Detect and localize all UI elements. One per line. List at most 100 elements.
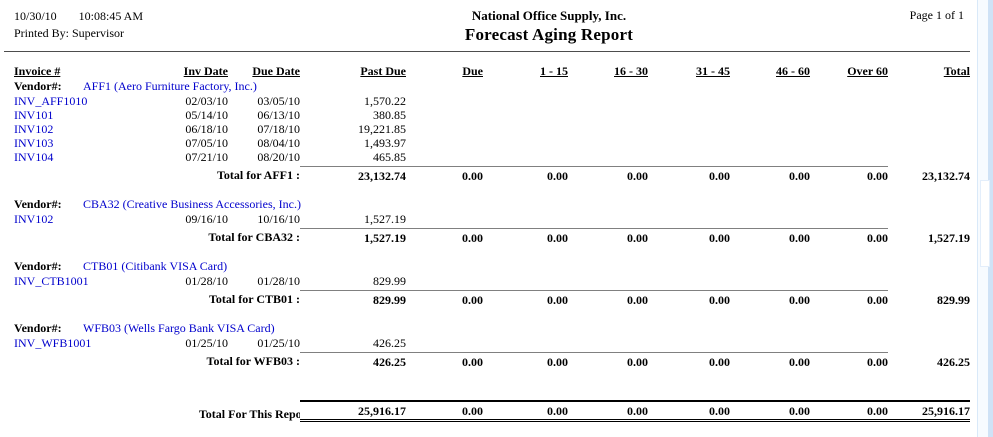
vendor-row: Vendor#: CBA32 (Creative Business Accesso… <box>14 196 970 212</box>
vendor-total-cell: 426.25 <box>888 350 970 369</box>
inv-date-cell: 02/03/10 <box>185 94 228 108</box>
vendor-row: Vendor#: CTB01 (Citibank VISA Card) <box>14 258 970 274</box>
empty-cell <box>568 212 648 226</box>
vendor-heading-cell: Vendor#: WFB03 (Wells Fargo Bank VISA Car… <box>14 320 970 336</box>
empty-cell <box>648 336 730 350</box>
empty-cell <box>730 274 810 288</box>
invoice-link[interactable]: INV103 <box>14 136 54 150</box>
empty-cell <box>730 122 810 136</box>
vendor-total-cell: 0.00 <box>810 288 888 307</box>
invoice-row: INV103 07/05/10 08/04/10 1,493.97 <box>14 136 970 150</box>
vendor-total-cell: 0.00 <box>406 288 483 307</box>
invoice-link[interactable]: INV101 <box>14 108 54 122</box>
vendor-total-value: 23,132.74 <box>300 166 406 183</box>
past-due-cell: 426.25 <box>300 336 406 350</box>
empty-cell <box>648 94 730 108</box>
invoice-link[interactable]: INV102 <box>14 122 54 136</box>
invoice-row: INV104 07/21/10 08/20/10 465.85 <box>14 150 970 164</box>
vendor-total-row: Total for WFB03 :426.25 0.00 0.00 0.00 0.00 0… <box>14 350 970 369</box>
print-date: 10/30/10 <box>14 9 57 23</box>
vendor-heading-cell: Vendor#: CBA32 (Creative Business Accesso… <box>14 196 970 212</box>
empty-cell <box>406 122 483 136</box>
empty-cell <box>888 212 970 226</box>
empty-cell <box>483 108 568 122</box>
vertical-scrollbar[interactable] <box>977 0 993 437</box>
col-header-due: Due <box>462 64 483 78</box>
vendor-total-cell: 0.00 <box>483 288 568 307</box>
vendor-total-value: 0.00 <box>730 166 810 183</box>
report-total-cell: 0.00 <box>730 398 810 422</box>
vendor-link[interactable]: WFB03 (Wells Fargo Bank VISA Card) <box>83 321 275 335</box>
empty-cell <box>810 108 888 122</box>
report-total-value: 0.00 <box>648 400 730 422</box>
vendor-total-value: 0.00 <box>406 352 483 369</box>
invoice-link[interactable]: INV_CTB1001 <box>14 274 89 288</box>
empty-cell <box>888 94 970 108</box>
invoice-link[interactable]: INV_WFB1001 <box>14 336 92 350</box>
vendor-total-cell: 0.00 <box>483 164 568 183</box>
vendor-total-row: Total for CBA32 :1,527.19 0.00 0.00 0.00 0.0… <box>14 226 970 245</box>
vendor-total-cell: 426.25 <box>300 350 406 369</box>
vendor-total-row: Total for AFF1 :23,132.74 0.00 0.00 0.00 0.0… <box>14 164 970 183</box>
invoice-cell: INV102 <box>14 212 160 226</box>
report-total-value: 0.00 <box>730 400 810 422</box>
report-total-cell: 25,916.17 <box>888 398 970 422</box>
vendor-number-label: Vendor#: <box>14 259 62 273</box>
report-total-value: 25,916.17 <box>888 400 970 422</box>
column-header-row: Invoice # Inv Date Due Date Past Due Due 1 - … <box>14 54 970 78</box>
vendor-total-value: 0.00 <box>810 290 888 307</box>
vendor-total-cell: 0.00 <box>568 164 648 183</box>
vendor-total-value: 0.00 <box>730 290 810 307</box>
due-date-cell: 10/16/10 <box>257 212 300 226</box>
vendor-link[interactable]: CBA32 (Creative Business Accessories, In… <box>83 197 301 211</box>
empty-cell <box>730 150 810 164</box>
vendor-link[interactable]: CTB01 (Citibank VISA Card) <box>83 259 228 273</box>
vendor-total-value: 829.99 <box>937 293 970 307</box>
invoice-link[interactable]: INV104 <box>14 150 54 164</box>
empty-cell <box>568 108 648 122</box>
invoice-link[interactable]: INV_AFF1010 <box>14 94 88 108</box>
empty-cell <box>483 274 568 288</box>
empty-cell <box>810 274 888 288</box>
invoice-cell: INV_CTB1001 <box>14 274 160 288</box>
empty-cell <box>406 274 483 288</box>
vendor-total-cell: 0.00 <box>648 350 730 369</box>
empty-cell <box>648 136 730 150</box>
empty-cell <box>406 94 483 108</box>
invoice-link[interactable]: INV102 <box>14 212 54 226</box>
vendor-total-cell: 0.00 <box>730 164 810 183</box>
empty-cell <box>888 336 970 350</box>
vendor-total-label: Total for CBA32 : <box>208 230 300 244</box>
empty-cell <box>648 108 730 122</box>
vendor-total-value: 0.00 <box>648 166 730 183</box>
vendor-total-value: 0.00 <box>810 228 888 245</box>
due-date-cell: 01/25/10 <box>257 336 300 350</box>
past-due-cell: 829.99 <box>300 274 406 288</box>
vendor-total-cell: 0.00 <box>730 226 810 245</box>
invoice-cell: INV104 <box>14 150 160 164</box>
scrollbar-thumb[interactable] <box>980 180 990 267</box>
invoice-row: INV_CTB1001 01/28/10 01/28/10 829.99 <box>14 274 970 288</box>
empty-cell <box>648 274 730 288</box>
due-date-cell: 01/28/10 <box>257 274 300 288</box>
invoice-row: INV_WFB1001 01/25/10 01/25/10 426.25 <box>14 336 970 350</box>
vendor-total-value: 0.00 <box>406 290 483 307</box>
vendor-link[interactable]: AFF1 (Aero Furniture Factory, Inc.) <box>83 79 257 93</box>
inv-date-cell: 06/18/10 <box>185 122 228 136</box>
report-total-cell: 0.00 <box>406 398 483 422</box>
empty-cell <box>730 94 810 108</box>
col-header-31-45: 31 - 45 <box>696 64 730 78</box>
vendor-total-cell: 23,132.74 <box>300 164 406 183</box>
vendor-total-value: 0.00 <box>568 352 648 369</box>
page-header: 10/30/10 10:08:45 AM Printed By: Supervis… <box>14 8 970 46</box>
past-due-cell: 1,527.19 <box>300 212 406 226</box>
scrollbar-track[interactable] <box>988 0 993 437</box>
vendor-heading-cell: Vendor#: CTB01 (Citibank VISA Card) <box>14 258 970 274</box>
empty-cell <box>810 94 888 108</box>
empty-cell <box>648 212 730 226</box>
empty-cell <box>648 122 730 136</box>
col-header-over-60: Over 60 <box>847 64 888 78</box>
vendor-total-value: 0.00 <box>483 352 568 369</box>
vendor-total-value: 426.25 <box>937 355 970 369</box>
empty-cell <box>888 136 970 150</box>
